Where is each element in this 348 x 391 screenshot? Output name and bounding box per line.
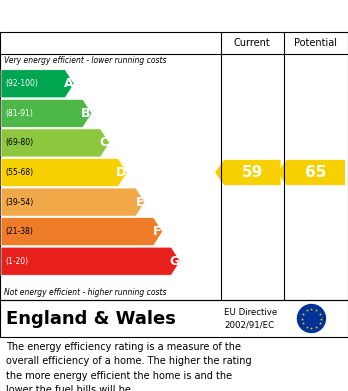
Polygon shape	[1, 99, 92, 127]
Polygon shape	[1, 247, 180, 275]
Text: B: B	[81, 107, 91, 120]
Text: (55-68): (55-68)	[5, 168, 33, 177]
Circle shape	[298, 305, 325, 332]
Polygon shape	[215, 160, 280, 185]
Polygon shape	[278, 160, 345, 185]
Text: 59: 59	[242, 165, 263, 180]
Text: Very energy efficient - lower running costs: Very energy efficient - lower running co…	[4, 56, 166, 65]
Text: 2002/91/EC: 2002/91/EC	[224, 321, 275, 330]
Text: E: E	[135, 196, 144, 208]
Text: Current: Current	[234, 38, 271, 48]
Text: Energy Efficiency Rating: Energy Efficiency Rating	[9, 9, 211, 23]
Text: C: C	[100, 136, 109, 149]
Text: Potential: Potential	[294, 38, 337, 48]
Text: England & Wales: England & Wales	[6, 310, 176, 328]
Text: EU Directive: EU Directive	[224, 308, 278, 317]
Text: The energy efficiency rating is a measure of the
overall efficiency of a home. T: The energy efficiency rating is a measur…	[6, 342, 252, 391]
Text: (39-54): (39-54)	[5, 197, 33, 206]
Polygon shape	[1, 70, 74, 98]
Text: (1-20): (1-20)	[5, 257, 28, 266]
Text: (21-38): (21-38)	[5, 227, 33, 236]
Text: 65: 65	[305, 165, 326, 180]
Polygon shape	[1, 129, 110, 157]
Text: (81-91): (81-91)	[5, 109, 33, 118]
Polygon shape	[1, 158, 127, 187]
Text: Not energy efficient - higher running costs: Not energy efficient - higher running co…	[4, 288, 166, 297]
Text: (92-100): (92-100)	[5, 79, 38, 88]
Polygon shape	[1, 218, 163, 246]
Text: (69-80): (69-80)	[5, 138, 33, 147]
Text: D: D	[116, 166, 126, 179]
Text: F: F	[153, 225, 161, 238]
Text: G: G	[169, 255, 179, 268]
Text: A: A	[64, 77, 73, 90]
Polygon shape	[1, 188, 145, 216]
